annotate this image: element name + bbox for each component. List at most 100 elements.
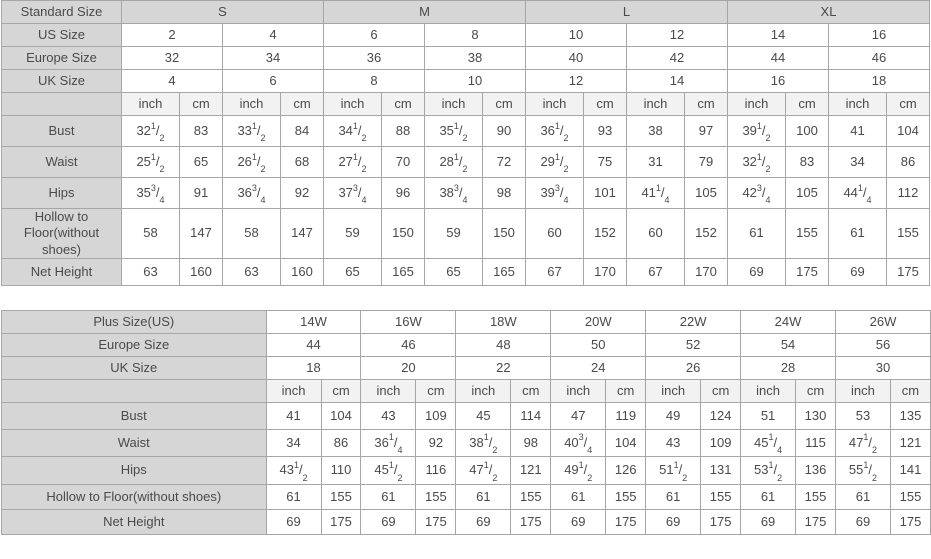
size-value-cell: 32 xyxy=(121,46,223,70)
measure-value-cell: 175 xyxy=(605,508,647,535)
measure-value-cell: 49 xyxy=(645,401,702,430)
measure-value-cell: 361/4 xyxy=(360,428,417,457)
measure-value-cell: 86 xyxy=(886,146,930,178)
size-value-cell: 4 xyxy=(121,69,223,93)
measure-value-cell: 321/2 xyxy=(727,146,786,178)
size-value-cell: 6 xyxy=(222,69,324,93)
size-value-cell: 8 xyxy=(424,23,526,47)
size-value-cell: 16 xyxy=(828,23,930,47)
size-value-cell: 26W xyxy=(835,309,931,334)
measure-value-cell: 451/2 xyxy=(360,455,417,485)
size-value-cell: 26 xyxy=(645,355,742,380)
measure-value-cell: 124 xyxy=(700,401,742,430)
unit-cm-cell: cm xyxy=(482,92,526,116)
measure-value-cell: 61 xyxy=(828,208,887,259)
measure-value-cell: 114 xyxy=(510,401,552,430)
measure-value-cell: 423/4 xyxy=(727,177,786,209)
measure-value-cell: 175 xyxy=(795,508,836,535)
measure-value-cell: 31 xyxy=(626,146,685,178)
measure-value-cell: 67 xyxy=(626,257,685,286)
unit-cm-cell: cm xyxy=(583,92,627,116)
measure-value-cell: 69 xyxy=(265,508,322,535)
measure-value-cell: 34 xyxy=(828,146,887,178)
measure-value-cell: 131 xyxy=(700,455,742,485)
unit-cm-cell: cm xyxy=(684,92,728,116)
plus-size-table: Plus Size(US) 14W 16W 18W 20W 22W 24W 26W Europe… xyxy=(1,309,931,535)
measure-value-cell: 471/2 xyxy=(835,428,891,457)
size-value-cell: 20 xyxy=(360,355,457,380)
measure-value-cell: 135 xyxy=(889,401,931,430)
unit-cm-cell: cm xyxy=(320,378,362,403)
measure-value-cell: 61 xyxy=(265,483,322,510)
measure-value-cell: 69 xyxy=(828,257,887,286)
measure-value-cell: 155 xyxy=(605,483,647,510)
row-label-cell: Hips xyxy=(1,177,122,209)
measure-value-cell: 91 xyxy=(179,177,223,209)
measure-value-cell: 69 xyxy=(727,257,786,286)
size-value-cell: 50 xyxy=(550,332,647,357)
measure-value-cell: 451/4 xyxy=(740,428,797,457)
measure-value-cell: 72 xyxy=(482,146,526,178)
measure-value-cell: 83 xyxy=(785,146,829,178)
measure-value-cell: 381/2 xyxy=(455,428,512,457)
measure-value-cell: 491/2 xyxy=(550,455,607,485)
size-value-cell: 8 xyxy=(323,69,425,93)
measure-value-cell: 130 xyxy=(795,401,836,430)
measure-value-cell: 411/4 xyxy=(626,177,685,209)
measure-value-cell: 431/2 xyxy=(265,455,322,485)
measure-value-cell: 175 xyxy=(415,508,457,535)
measure-value-cell: 175 xyxy=(889,508,931,535)
measure-value-cell: 361/2 xyxy=(525,115,584,147)
size-chart-page: Standard Size S M L XL US Size 2 4 6 8 10 12 14 16 Eur… xyxy=(1,0,931,535)
row-label-cell: Europe Size xyxy=(1,46,122,70)
measure-value-cell: 160 xyxy=(179,257,223,286)
measure-value-cell: 393/4 xyxy=(525,177,584,209)
measure-value-cell: 271/2 xyxy=(323,146,382,178)
size-value-cell: 16W xyxy=(360,309,457,334)
measure-value-cell: 59 xyxy=(424,208,483,259)
measure-value-cell: 61 xyxy=(360,483,417,510)
measure-value-cell: 90 xyxy=(482,115,526,147)
measure-value-cell: 60 xyxy=(626,208,685,259)
size-value-cell: 10 xyxy=(525,23,627,47)
corner-label-cell: Standard Size xyxy=(1,0,122,24)
measure-value-cell: 160 xyxy=(280,257,324,286)
size-value-cell: 54 xyxy=(740,332,836,357)
measure-value-cell: 126 xyxy=(605,455,647,485)
size-value-cell: 2 xyxy=(121,23,223,47)
measure-value-cell: 251/2 xyxy=(121,146,180,178)
measure-value-cell: 100 xyxy=(785,115,829,147)
size-value-cell: 42 xyxy=(626,46,728,70)
measure-value-cell: 112 xyxy=(886,177,930,209)
measure-value-cell: 147 xyxy=(280,208,324,259)
measure-value-cell: 63 xyxy=(222,257,281,286)
unit-inch-cell: inch xyxy=(727,92,786,116)
measure-value-cell: 403/4 xyxy=(550,428,607,457)
measure-value-cell: 60 xyxy=(525,208,584,259)
measure-value-cell: 155 xyxy=(795,483,836,510)
measure-value-cell: 175 xyxy=(510,508,552,535)
measure-value-cell: 69 xyxy=(645,508,702,535)
measure-value-cell: 116 xyxy=(415,455,457,485)
measure-value-cell: 98 xyxy=(482,177,526,209)
size-value-cell: 10 xyxy=(424,69,526,93)
measure-value-cell: 61 xyxy=(835,483,891,510)
measure-value-cell: 96 xyxy=(381,177,425,209)
size-value-cell: 52 xyxy=(645,332,742,357)
measure-value-cell: 61 xyxy=(727,208,786,259)
measure-value-cell: 110 xyxy=(320,455,362,485)
measure-value-cell: 373/4 xyxy=(323,177,382,209)
unit-inch-cell: inch xyxy=(265,378,322,403)
measure-value-cell: 170 xyxy=(583,257,627,286)
row-label-cell: Plus Size(US) xyxy=(1,309,267,334)
measure-value-cell: 175 xyxy=(785,257,829,286)
measure-value-cell: 69 xyxy=(360,508,417,535)
size-value-cell: 12 xyxy=(626,23,728,47)
measure-value-cell: 551/2 xyxy=(835,455,891,485)
measure-value-cell: 69 xyxy=(740,508,797,535)
size-value-cell: 34 xyxy=(222,46,324,70)
measure-value-cell: 165 xyxy=(381,257,425,286)
size-group-cell: M xyxy=(323,0,526,24)
size-group-cell: L xyxy=(525,0,728,24)
unit-cm-cell: cm xyxy=(280,92,324,116)
